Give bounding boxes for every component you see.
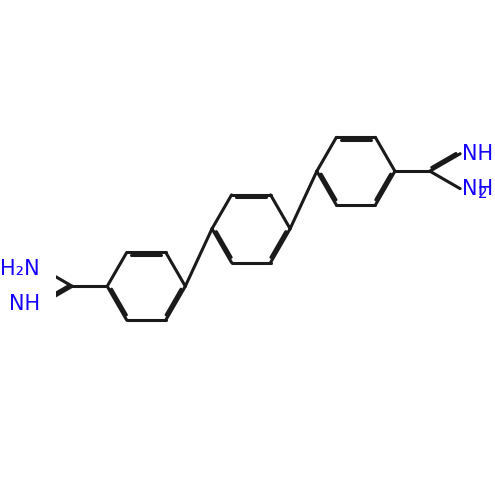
Text: 2: 2 [478,186,488,201]
Text: H₂N: H₂N [0,259,40,279]
Text: NH: NH [9,294,40,314]
Text: NH: NH [462,144,494,163]
Text: NH: NH [462,179,494,199]
